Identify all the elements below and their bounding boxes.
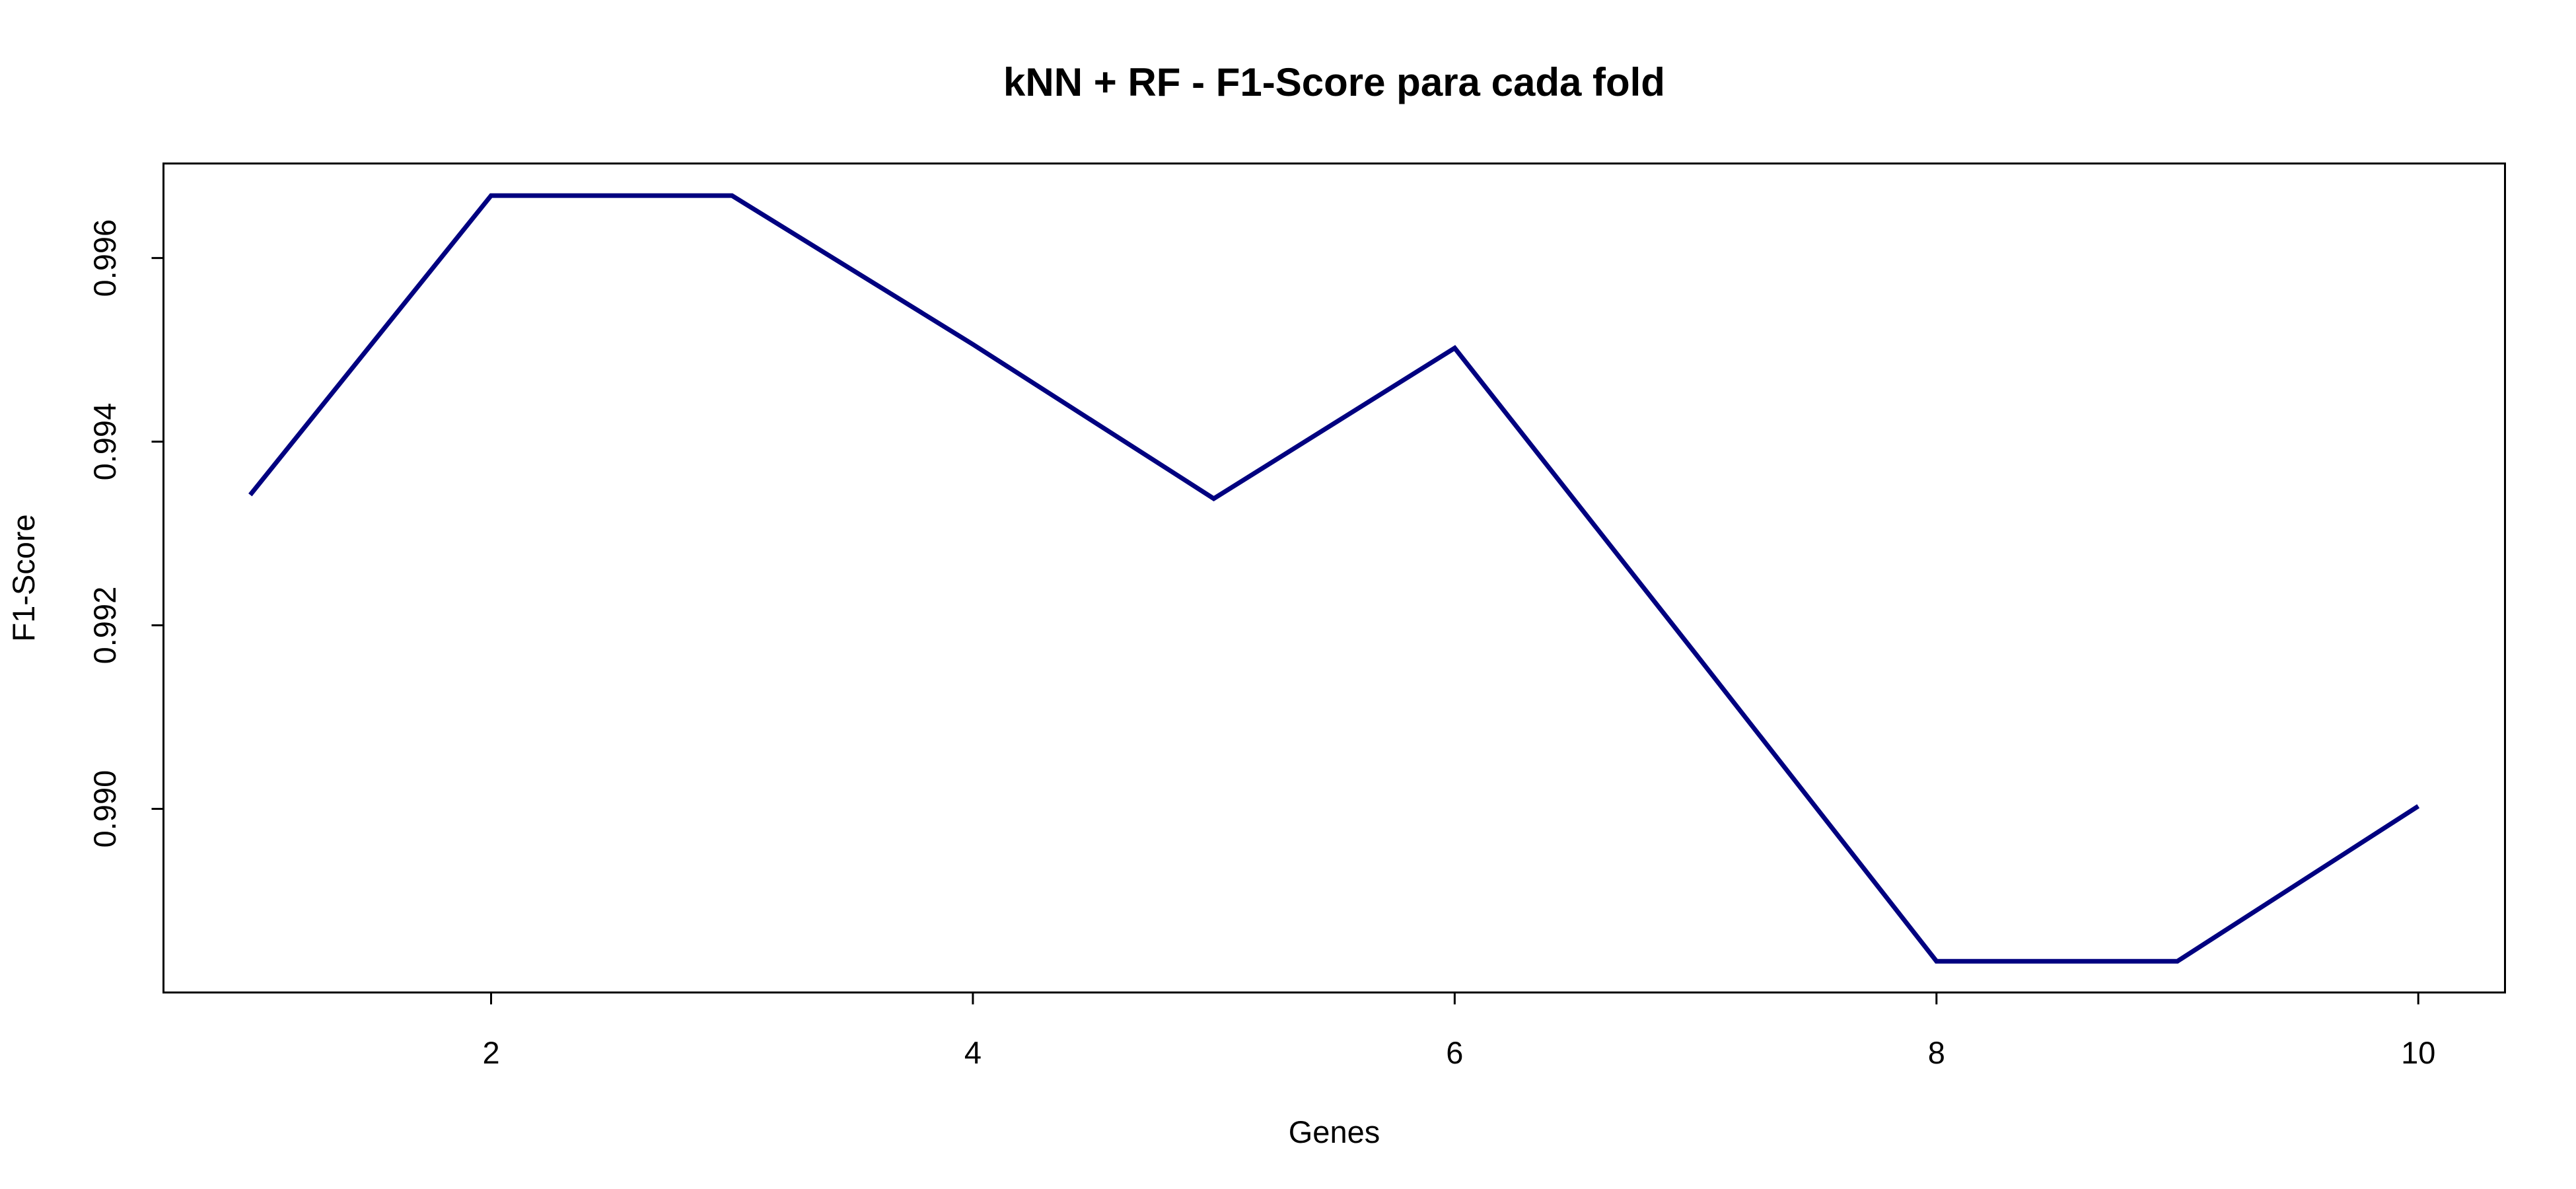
series-line — [248, 193, 2420, 964]
x-axis: 2 4 6 8 10 — [482, 991, 2435, 1070]
y-tick-label: 0.996 — [87, 219, 122, 297]
chart-title: kNN + RF - F1-Score para cada fold — [1003, 60, 1665, 104]
x-tick-label: 4 — [964, 1035, 982, 1070]
series-layer — [248, 193, 2420, 964]
y-tick-label: 0.992 — [87, 587, 122, 665]
x-tick-label: 2 — [482, 1035, 499, 1070]
y-axis-label: F1-Score — [6, 514, 41, 641]
x-axis-label: Genes — [1289, 1114, 1380, 1149]
x-tick-label: 6 — [1446, 1035, 1463, 1070]
y-tick-label: 0.994 — [87, 403, 122, 481]
y-tick-label: 0.990 — [87, 770, 122, 848]
x-tick-label: 10 — [2401, 1035, 2435, 1070]
y-axis: 0.990 0.992 0.994 0.996 — [87, 219, 164, 848]
plot-frame — [162, 162, 2506, 993]
x-tick-label: 8 — [1928, 1035, 1945, 1070]
